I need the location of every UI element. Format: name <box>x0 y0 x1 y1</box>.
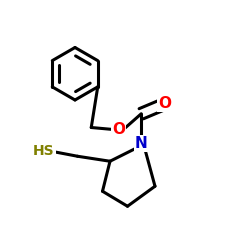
Text: O: O <box>158 96 172 111</box>
Text: HS: HS <box>33 144 54 158</box>
Text: O: O <box>112 122 125 138</box>
Text: N: N <box>135 136 147 151</box>
